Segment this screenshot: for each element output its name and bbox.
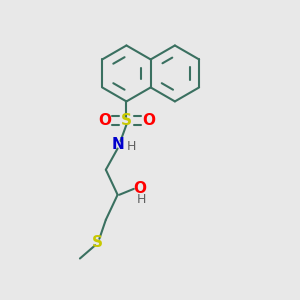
Text: O: O bbox=[98, 113, 111, 128]
Text: N: N bbox=[111, 137, 124, 152]
Text: S: S bbox=[92, 235, 103, 250]
Text: O: O bbox=[142, 113, 155, 128]
Text: S: S bbox=[121, 113, 132, 128]
Text: H: H bbox=[127, 140, 136, 153]
Text: O: O bbox=[133, 182, 146, 196]
Text: H: H bbox=[136, 193, 146, 206]
